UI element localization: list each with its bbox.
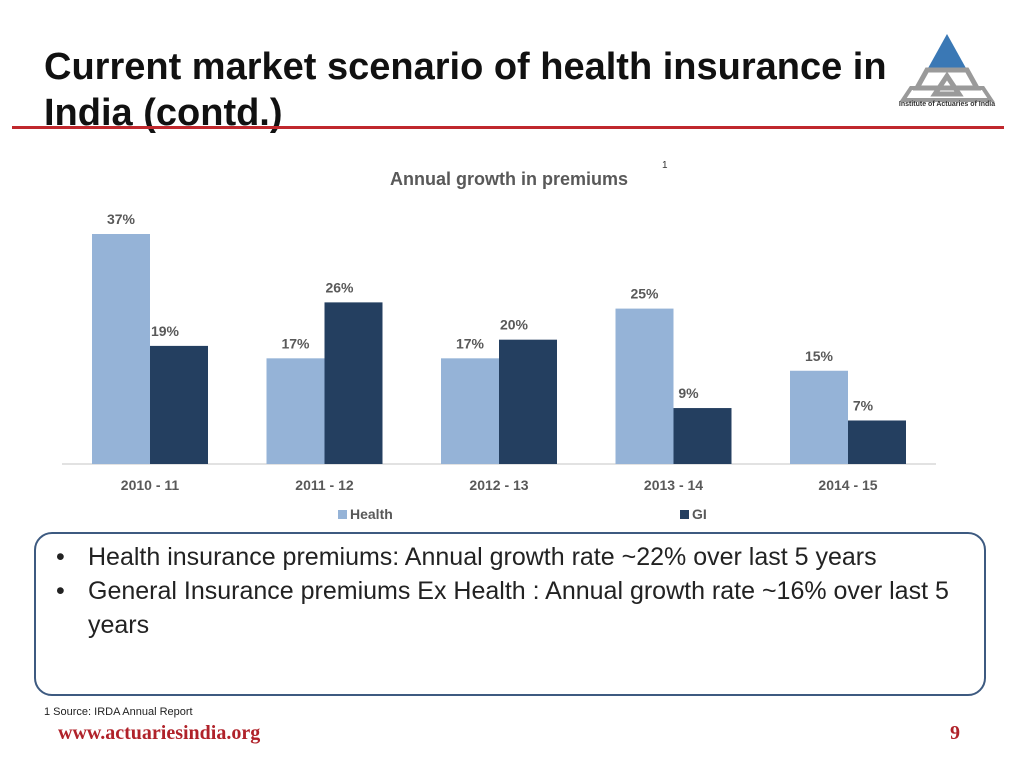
data-label-health-1: 17% bbox=[281, 335, 310, 351]
x-tick-label: 2011 - 12 bbox=[295, 477, 354, 493]
logo-caption: Institute of Actuaries of India bbox=[898, 101, 996, 108]
legend-label-health: Health bbox=[350, 506, 393, 522]
data-label-health-0: 37% bbox=[107, 211, 136, 227]
bullet-item: • Health insurance premiums: Annual growt… bbox=[56, 543, 877, 571]
legend-swatch-health bbox=[338, 510, 347, 519]
bar-gi-3 bbox=[673, 408, 732, 464]
page-number: 9 bbox=[950, 722, 960, 744]
data-label-health-2: 17% bbox=[456, 335, 485, 351]
bullet-item: • General Insurance premiums Ex Health : … bbox=[56, 577, 949, 639]
website-link[interactable]: www.actuariesindia.org bbox=[58, 722, 261, 744]
x-tick-label: 2014 - 15 bbox=[818, 477, 877, 493]
bar-health-3 bbox=[615, 308, 674, 464]
source-footnote: 1 Source: IRDA Annual Report bbox=[44, 706, 193, 718]
data-label-gi-4: 7% bbox=[853, 397, 874, 413]
legend-label-gi: GI bbox=[692, 506, 707, 522]
chart-title: Annual growth in premiums bbox=[390, 169, 628, 189]
growth-bar-chart: Annual growth in premiums 1 37% 19% 2010 -… bbox=[62, 160, 936, 522]
bar-gi-1 bbox=[324, 302, 383, 464]
institute-logo-icon bbox=[899, 34, 995, 102]
bullet-text: Health insurance premiums: Annual growth… bbox=[88, 543, 877, 571]
bar-health-0 bbox=[92, 234, 150, 464]
x-tick-label: 2013 - 14 bbox=[644, 477, 703, 493]
data-label-gi-2: 20% bbox=[500, 317, 529, 333]
bar-gi-4 bbox=[848, 420, 906, 464]
chart-title-superscript: 1 bbox=[662, 160, 668, 171]
data-label-gi-1: 26% bbox=[325, 279, 354, 295]
data-label-gi-3: 9% bbox=[678, 385, 699, 401]
data-label-health-4: 15% bbox=[805, 348, 834, 364]
bar-gi-0 bbox=[150, 345, 208, 464]
bar-gi-2 bbox=[499, 339, 557, 464]
data-label-health-3: 25% bbox=[630, 286, 659, 302]
title-underline bbox=[12, 126, 1004, 129]
bar-health-1 bbox=[266, 358, 325, 464]
legend-swatch-gi bbox=[680, 510, 689, 519]
bar-health-2 bbox=[441, 358, 499, 464]
summary-box: • Health insurance premiums: Annual growt… bbox=[34, 532, 986, 696]
x-tick-label: 2012 - 13 bbox=[469, 477, 528, 493]
page-title: Current market scenario of health insura… bbox=[44, 46, 887, 134]
x-tick-label: 2010 - 11 bbox=[121, 477, 180, 493]
bullet-text: General Insurance premiums Ex Health : A… bbox=[88, 577, 949, 639]
bar-health-4 bbox=[790, 370, 848, 464]
data-label-gi-0: 19% bbox=[151, 323, 180, 339]
